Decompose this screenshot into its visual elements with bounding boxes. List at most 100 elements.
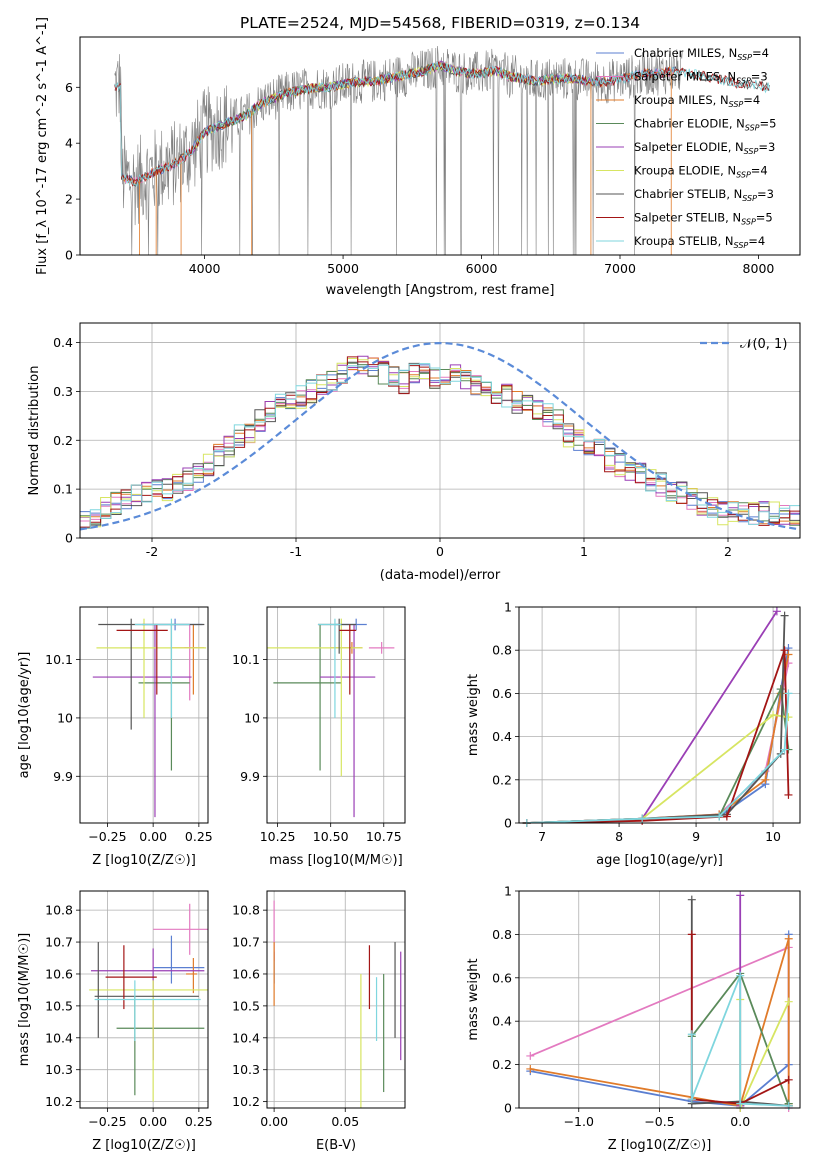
x-tick-label: 9 (692, 829, 700, 844)
axes-frame (518, 606, 801, 824)
y-axis-label: Normed distribution (27, 366, 42, 496)
point-kroupa-stelib (736, 971, 745, 980)
point-kroupa-elodie (784, 997, 793, 1006)
y-axis-label: mass [log10(M/M☉)] (17, 933, 32, 1066)
axes-frame (79, 606, 209, 824)
point-kroupa-miles (784, 934, 793, 943)
x-tick-label: 10 (765, 829, 781, 844)
x-tick-label: −0.25 (88, 829, 126, 844)
y-tick-label: 0.1 (53, 482, 73, 497)
point-salpeter-elodie (736, 891, 745, 900)
y-tick-label: 0.6 (492, 686, 512, 701)
y-tick-label: 4 (65, 136, 73, 151)
y-tick-label: 10.7 (45, 935, 73, 950)
axes-frame (518, 890, 801, 1109)
x-tick-label: -1 (290, 544, 302, 559)
axes-frame (79, 322, 801, 539)
spectrum-data-line (114, 45, 683, 255)
legend-gauss-label: 𝒩(0, 1) (740, 337, 787, 352)
point-salpeter-stelib (784, 790, 793, 799)
point-kroupa-miles (761, 775, 770, 784)
hist-salpeter-stelib (80, 356, 800, 538)
y-tick-label: 10.5 (45, 998, 73, 1013)
axes-frame (79, 36, 801, 256)
panel-age-vs-mass: 10.25 10.50 10.75 9.9 10 10.1 mass [log10(M/M☉… (232, 606, 406, 868)
y-tick-label: 1 (504, 600, 512, 615)
point-kroupa-stelib (638, 814, 647, 823)
y-tick-label: 10 (244, 710, 260, 725)
y-tick-label: 10.4 (232, 1030, 260, 1045)
line-kroupa-stelib (526, 693, 790, 823)
x-axis-label: (data-model)/error (380, 568, 501, 583)
legend-label-salpeter-elodie: Salpeter ELODIE, NSSP=3 (634, 140, 775, 156)
x-tick-label: -2 (146, 544, 158, 559)
y-tick-label: 10.1 (45, 652, 73, 667)
y-tick-label: 6 (65, 80, 73, 95)
y-tick-label: 0 (65, 531, 73, 546)
x-tick-label: 0.00 (260, 1114, 288, 1129)
y-axis-label: mass weight (466, 958, 481, 1040)
line-kroupa-elodie (526, 714, 789, 823)
y-tick-label: 0 (65, 248, 73, 263)
y-tick-label: 0.4 (53, 335, 73, 350)
y-tick-label: 10.5 (232, 998, 260, 1013)
x-tick-label: 0.00 (139, 1114, 167, 1129)
point-salpeter-stelib (784, 1075, 793, 1084)
x-tick-label: −1.0 (564, 1114, 594, 1129)
point-chabrier-stelib (687, 895, 696, 904)
x-axis-label: mass [log10(M/M☉)] (269, 853, 402, 868)
model-line-kroupa-stelib (114, 61, 770, 187)
y-axis-label: Flux [f_λ 10^-17 erg cm^-2 s^-1 A^-1] (35, 17, 50, 275)
panel-weight-vs-age: 7 8 9 10 0 0.2 0.4 0.6 0.8 1 age [log10(age/yr)] ma… (466, 600, 801, 868)
line-salpeter-elodie (526, 610, 778, 823)
gaussian-curve (80, 341, 800, 531)
point-kroupa-miles (526, 1064, 535, 1073)
x-tick-label: 7 (538, 829, 546, 844)
line-chabrier-elodie (526, 685, 790, 823)
y-tick-label: 0.8 (492, 643, 512, 658)
x-tick-label: 0 (436, 544, 444, 559)
line-salpeter-miles (526, 663, 790, 823)
x-tick-label: 0.05 (331, 1114, 359, 1129)
y-tick-label: 9.9 (53, 769, 73, 784)
x-tick-label: 2 (724, 544, 732, 559)
model-line-kroupa-elodie (190, 62, 593, 155)
legend-label-chabrier-elodie: Chabrier ELODIE, NSSP=5 (634, 117, 776, 133)
panel-age-vs-Z: −0.25 0.00 0.25 9.9 10 10.1 Z [log10(Z/Z☉)] age… (17, 606, 213, 868)
y-tick-label: 10.2 (232, 1094, 260, 1109)
point-kroupa-stelib (736, 1099, 745, 1108)
x-tick-label: 4000 (189, 261, 221, 276)
x-tick-label: 0.0 (730, 1114, 750, 1129)
y-tick-label: 10.3 (45, 1062, 73, 1077)
axes-frame (266, 890, 406, 1109)
y-tick-label: 10.6 (45, 966, 73, 981)
x-tick-label: 0.00 (139, 829, 167, 844)
y-tick-label: 10.8 (232, 903, 260, 918)
y-tick-label: 0.2 (492, 772, 512, 787)
point-kroupa-stelib (687, 1030, 696, 1039)
y-tick-label: 0.4 (492, 729, 512, 744)
x-axis-label: Z [log10(Z/Z☉)] (92, 1138, 196, 1153)
model-line-chabrier-stelib (114, 62, 770, 187)
point-salpeter-elodie (772, 607, 781, 616)
x-tick-label: −0.25 (88, 1114, 126, 1129)
legend-label-salpeter-stelib: Salpeter STELIB, NSSP=5 (634, 211, 773, 227)
y-tick-label: 0.4 (492, 1014, 512, 1029)
y-tick-label: 10 (57, 710, 73, 725)
y-axis-label: mass weight (466, 674, 481, 756)
panel-mass-vs-ebv: 0.00 0.05 10.2 10.3 10.4 10.5 10.6 10.7 10.8 E(B-… (232, 890, 406, 1153)
y-tick-label: 0 (504, 816, 512, 831)
x-tick-label: 0.25 (185, 1114, 213, 1129)
panel-mass-vs-Z: −0.25 0.00 0.25 10.2 10.3 10.4 10.5 10.6 10.7 10.… (17, 890, 213, 1153)
x-tick-label: 7000 (604, 261, 636, 276)
line-kroupa-miles (530, 938, 790, 1107)
point-kroupa-stelib (715, 812, 724, 821)
point-kroupa-elodie (769, 711, 778, 719)
y-tick-label: 9.9 (240, 769, 260, 784)
point-salpeter-stelib (780, 646, 789, 655)
x-axis-label: age [log10(age/yr)] (596, 853, 723, 868)
legend-label-chabrier-stelib: Chabrier STELIB, NSSP=3 (634, 187, 774, 203)
y-tick-label: 2 (65, 192, 73, 207)
legend-label-kroupa-elodie: Kroupa ELODIE, NSSP=4 (634, 164, 768, 180)
